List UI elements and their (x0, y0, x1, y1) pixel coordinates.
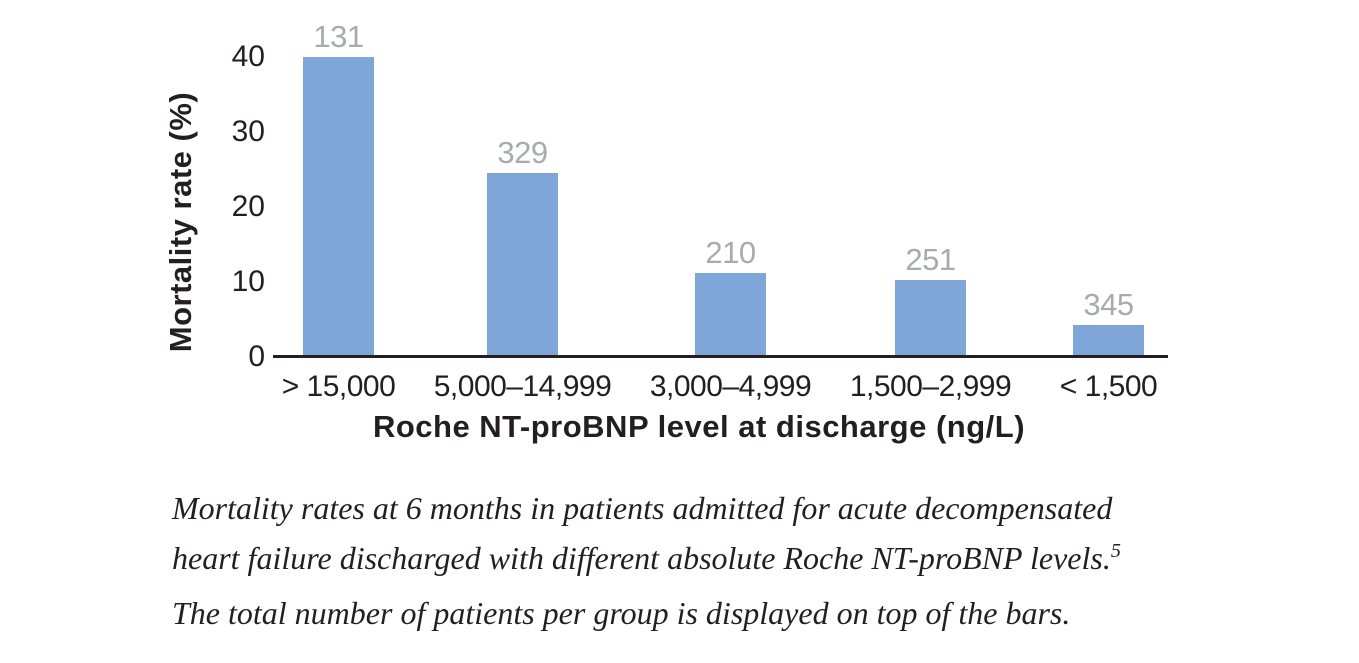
caption-line-1: Mortality rates at 6 months in patients … (172, 490, 1113, 526)
caption-line-2: heart failure discharged with different … (172, 533, 1121, 588)
bar (303, 57, 374, 358)
reference-superscript: 5 (1110, 540, 1121, 562)
y-tick-label: 30 (231, 115, 265, 148)
x-axis-line (273, 355, 1168, 358)
bar-count-label: 345 (1083, 286, 1134, 322)
x-tick-label: 1,500–2,999 (849, 370, 1012, 403)
x-tick-label: > 15,000 (281, 370, 396, 403)
x-tick-label: 5,000–14,999 (433, 370, 612, 403)
bar (1073, 324, 1144, 358)
y-tick-label: 10 (231, 265, 265, 298)
x-tick-label: 3,000–4,999 (649, 370, 812, 403)
bar (487, 173, 558, 358)
bar-count-label: 210 (705, 235, 756, 270)
y-tick-label: 0 (248, 340, 265, 373)
mortality-bar-chart: Mortality rate (%) 0 10 20 30 40 131 > 15,000… (163, 19, 1168, 444)
figure-caption: Mortality rates at 6 months in patients … (172, 483, 1121, 638)
bar (895, 279, 966, 358)
y-tick-label: 20 (231, 190, 265, 223)
bar (695, 273, 766, 358)
x-tick-label: < 1,500 (1059, 370, 1158, 403)
caption-line-3: The total number of patients per group i… (172, 595, 1071, 631)
bar-count-label: 251 (905, 241, 956, 277)
bar-count-label: 131 (313, 19, 364, 54)
y-tick-label: 40 (231, 40, 265, 73)
caption-line-2-text: heart failure discharged with different … (172, 540, 1111, 576)
bar-count-label: 329 (497, 135, 548, 171)
x-axis-title: Roche NT-proBNP level at discharge (ng/L… (372, 409, 1026, 444)
